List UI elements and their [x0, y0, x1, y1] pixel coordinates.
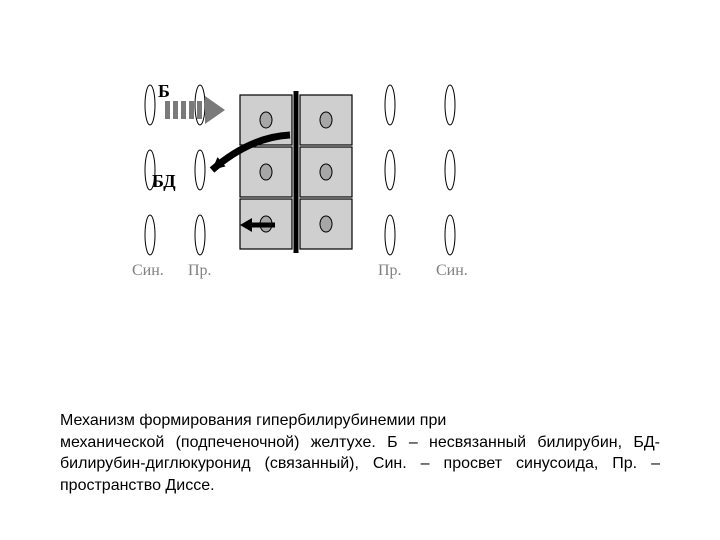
mechanism-diagram: Б БД Син. Пр. Пр. Син.	[130, 75, 490, 295]
caption-line2: механической (подпеченочной) желтухе. Б …	[60, 434, 660, 494]
svg-text:Пр.: Пр.	[188, 262, 212, 279]
svg-text:БД: БД	[152, 171, 176, 191]
svg-text:Пр.: Пр.	[378, 262, 402, 279]
figure-caption: Механизм формирования гипербилирубинемии…	[60, 410, 660, 496]
caption-line1: Механизм формирования гипербилирубинемии…	[60, 412, 446, 429]
svg-text:Б: Б	[158, 81, 170, 101]
svg-text:Син.: Син.	[132, 262, 164, 279]
svg-text:Син.: Син.	[436, 262, 468, 279]
